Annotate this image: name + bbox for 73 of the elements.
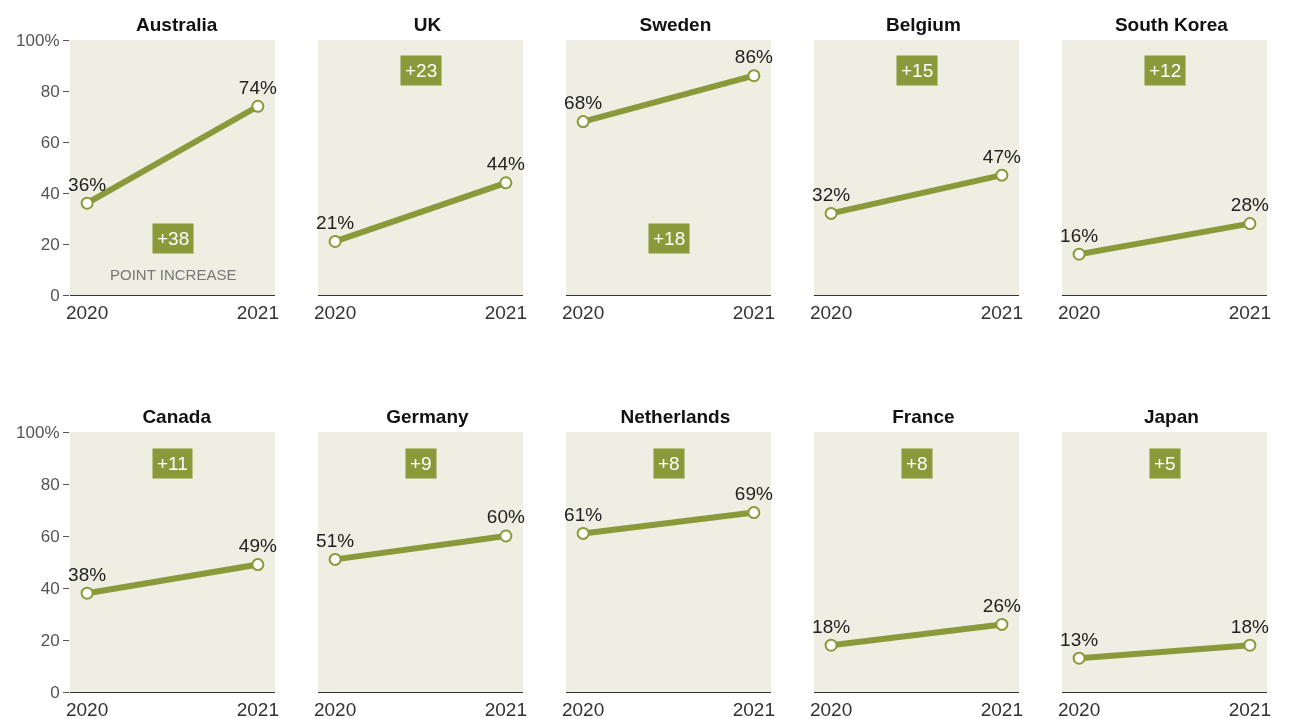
data-label: 18% bbox=[1230, 615, 1269, 637]
annotation: +8 bbox=[906, 453, 928, 474]
y-tick-label: 40 bbox=[40, 183, 60, 203]
data-label: 86% bbox=[734, 46, 773, 68]
y-tick-label: 0 bbox=[50, 682, 60, 702]
x-tick-label: 2021 bbox=[732, 698, 776, 719]
annotation: +23 bbox=[405, 60, 438, 81]
chart-title: Japan bbox=[1143, 405, 1199, 427]
x-tick-label: 2020 bbox=[561, 698, 605, 719]
annotation: +8 bbox=[658, 453, 680, 474]
annotation: +9 bbox=[410, 453, 432, 474]
y-tick-label: 100% bbox=[16, 30, 60, 50]
data-label: 51% bbox=[316, 529, 355, 551]
x-tick-label: 2020 bbox=[561, 301, 605, 323]
data-label: 18% bbox=[812, 615, 851, 637]
data-label: 47% bbox=[982, 145, 1021, 167]
y-tick-label: 80 bbox=[40, 81, 60, 101]
x-tick-label: 2021 bbox=[236, 301, 280, 323]
x-tick-label: 2021 bbox=[1228, 698, 1272, 719]
data-label: 32% bbox=[812, 183, 851, 205]
x-tick-label: 2020 bbox=[65, 301, 109, 323]
data-label: 68% bbox=[564, 91, 603, 113]
data-label: 74% bbox=[238, 76, 277, 98]
x-tick-label: 2021 bbox=[484, 698, 528, 719]
x-tick-label: 2020 bbox=[809, 698, 853, 719]
chart-title: UK bbox=[413, 13, 442, 35]
data-label: 16% bbox=[1060, 224, 1099, 246]
x-tick-label: 2021 bbox=[484, 301, 528, 323]
y-tick-label: 40 bbox=[40, 578, 60, 598]
chart-title: Netherlands bbox=[620, 405, 731, 427]
x-tick-label: 2020 bbox=[313, 301, 357, 323]
data-label: 60% bbox=[486, 506, 525, 528]
chart-title: Australia bbox=[136, 13, 218, 35]
x-tick-label: 2020 bbox=[809, 301, 853, 323]
x-tick-label: 2021 bbox=[980, 698, 1024, 719]
data-label: 44% bbox=[486, 153, 525, 175]
chart-title: Canada bbox=[142, 405, 212, 427]
data-label: 28% bbox=[1230, 193, 1269, 215]
data-label: 69% bbox=[734, 482, 773, 504]
chart-title: South Korea bbox=[1114, 13, 1229, 35]
x-tick-label: 2021 bbox=[236, 698, 280, 719]
y-tick-label: 20 bbox=[40, 234, 60, 254]
annotation: +15 bbox=[901, 60, 934, 81]
x-tick-label: 2021 bbox=[980, 301, 1024, 323]
x-tick-label: 2020 bbox=[1057, 301, 1101, 323]
annotation: +18 bbox=[653, 228, 686, 249]
data-label: 26% bbox=[982, 594, 1021, 616]
x-tick-label: 2020 bbox=[313, 698, 357, 719]
annotation: +12 bbox=[1149, 60, 1182, 81]
y-tick-label: 0 bbox=[50, 285, 60, 305]
data-label: 36% bbox=[68, 173, 107, 195]
chart-title: France bbox=[892, 405, 955, 427]
y-tick-label: 80 bbox=[40, 474, 60, 494]
chart-title: Sweden bbox=[639, 13, 712, 35]
annotation: +5 bbox=[1154, 453, 1176, 474]
data-label: 61% bbox=[564, 503, 603, 525]
x-tick-label: 2020 bbox=[65, 698, 109, 719]
y-tick-label: 60 bbox=[40, 526, 60, 546]
data-label: 13% bbox=[1060, 628, 1099, 650]
annotation: +38 bbox=[157, 228, 190, 249]
data-label: 21% bbox=[316, 211, 355, 233]
chart-title: Belgium bbox=[885, 13, 961, 35]
chart-title: Germany bbox=[386, 405, 470, 427]
x-tick-label: 2020 bbox=[1057, 698, 1101, 719]
x-tick-label: 2021 bbox=[732, 301, 776, 323]
y-tick-label: 100% bbox=[16, 422, 60, 442]
data-label: 49% bbox=[238, 534, 277, 556]
annotation: POINT INCREASE bbox=[110, 266, 237, 283]
y-tick-label: 20 bbox=[40, 630, 60, 650]
y-tick-label: 60 bbox=[40, 132, 60, 152]
x-tick-label: 2021 bbox=[1228, 301, 1272, 323]
data-label: 38% bbox=[68, 563, 107, 585]
annotation: +11 bbox=[157, 453, 188, 474]
